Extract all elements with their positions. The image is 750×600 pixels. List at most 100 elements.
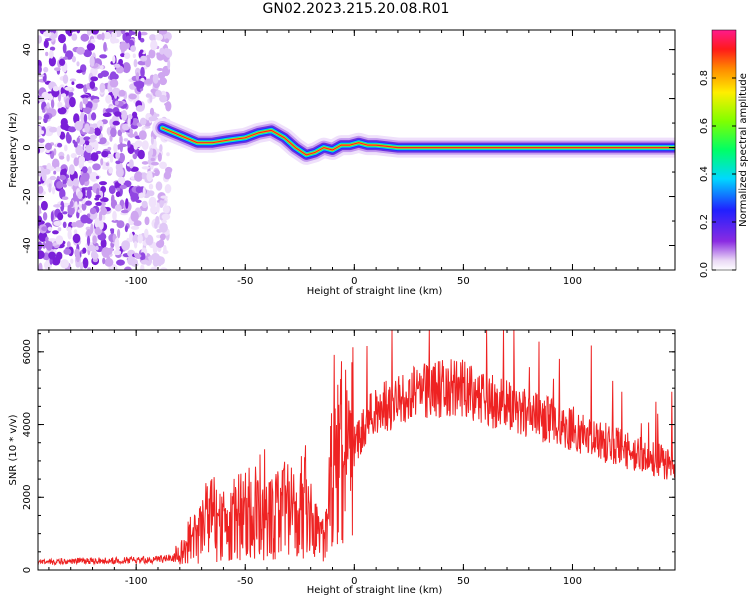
spectrogram-speckle <box>160 195 168 199</box>
spectrogram-x-tick-label: -100 <box>125 276 148 287</box>
spectrogram-speckle <box>65 30 73 36</box>
spectrogram-speckle <box>38 205 42 216</box>
spectrogram-speckle <box>67 229 72 240</box>
spectrogram-speckle <box>144 228 149 238</box>
spectrogram-speckle <box>90 223 94 234</box>
spectrogram-speckle <box>145 93 151 98</box>
spectrogram-speckle <box>92 98 100 103</box>
spectrogram-speckle <box>138 192 145 199</box>
snr-series-line <box>38 330 675 566</box>
spectrogram-speckle <box>55 166 61 172</box>
spectrogram-speckle <box>101 214 106 221</box>
spectrogram-speckle <box>118 58 123 65</box>
spectrogram-speckle <box>58 212 63 217</box>
spectrogram-speckle <box>148 183 154 190</box>
spectrogram-x-tick-label: 100 <box>563 276 582 287</box>
spectrogram-speckle <box>57 101 63 109</box>
spectrogram-speckle <box>138 210 143 214</box>
spectrogram-speckle <box>141 172 147 180</box>
spectrogram-speckle <box>144 216 150 226</box>
spectrogram-x-axis-label: Height of straight line (km) <box>307 286 443 297</box>
spectrogram-speckle <box>45 51 49 57</box>
snr-x-axis-label: Height of straight line (km) <box>307 585 443 596</box>
spectrogram-speckle <box>57 227 62 232</box>
snr-ticks: -100 -50 0 50 100 0 2000 4000 6000 <box>22 330 675 587</box>
spectrogram-speckle <box>91 123 99 129</box>
spectrogram-speckle <box>46 102 50 109</box>
spectrogram-speckle <box>163 244 167 255</box>
spectrogram-speckle <box>57 142 63 148</box>
spectrogram-speckle <box>76 30 81 34</box>
spectrogram-speckle <box>100 238 107 249</box>
spectrogram-speckle <box>97 128 101 133</box>
spectrogram-speckle <box>165 48 173 58</box>
spectrogram-speckle <box>121 209 129 214</box>
spectrogram-speckle <box>130 192 140 202</box>
spectrogram-speckle <box>60 87 65 96</box>
spectrogram-speckle <box>103 31 112 40</box>
spectrogram-speckle <box>159 233 166 241</box>
spectrogram-speckle <box>59 58 66 66</box>
spectrogram-speckle <box>129 31 136 35</box>
spectrogram-speckle <box>127 140 131 148</box>
spectrogram-speckle <box>114 204 122 212</box>
spectrogram-speckle <box>119 184 127 190</box>
spectrogram-speckle <box>165 101 172 112</box>
spectrogram-speckle <box>141 166 150 170</box>
figure-title: GN02.2023.215.20.08.R01 <box>262 1 450 17</box>
spectrogram-speckle <box>166 152 170 157</box>
spectrogram-speckle <box>66 134 72 144</box>
spectrogram-speckle <box>105 94 112 104</box>
spectrogram-speckle <box>66 154 70 162</box>
spectrogram-speckle <box>135 72 140 81</box>
spectrogram-speckle <box>79 262 84 270</box>
spectrogram-speckle <box>104 257 114 267</box>
spectrogram-speckle <box>99 65 104 70</box>
spectrogram-speckle <box>75 251 80 263</box>
spectrogram-speckle <box>130 210 139 222</box>
spectrogram-speckle <box>148 49 156 59</box>
spectrogram-speckle <box>159 200 164 208</box>
spectrogram-speckle <box>82 257 89 269</box>
spectrogram-speckle <box>86 43 96 51</box>
spectrogram-speckle <box>140 264 145 270</box>
spectrogram-speckle <box>154 221 158 229</box>
spectrogram-speckle <box>69 200 74 207</box>
spectrogram-speckle <box>83 136 91 141</box>
spectrogram-speckle <box>110 127 117 138</box>
spectrogram-speckle <box>89 171 99 182</box>
spectrogram-speckle <box>87 244 97 252</box>
snr-x-tick-label: -50 <box>237 576 253 587</box>
spectrogram-speckle <box>140 31 148 36</box>
spectrogram-speckle <box>141 126 146 132</box>
spectrogram-speckle <box>61 93 67 98</box>
snr-y-axis-label: SNR (10 * v/v) <box>8 414 19 485</box>
spectrogram-speckle <box>114 111 122 117</box>
spectrogram-speckle <box>64 144 68 152</box>
spectrogram-speckle <box>61 196 69 200</box>
spectrogram-speckle <box>60 259 69 269</box>
spectrogram-speckle <box>74 120 83 131</box>
spectrogram-speckle <box>42 109 46 113</box>
spectrogram-speckle <box>99 220 104 230</box>
spectrogram-speckle <box>49 50 54 59</box>
spectrogram-speckle <box>71 56 76 63</box>
spectrogram-speckle <box>117 228 121 239</box>
spectrogram-speckle <box>140 259 149 265</box>
spectrogram-speckle <box>38 74 45 77</box>
spectrogram-speckle <box>68 164 75 175</box>
spectrogram-speckle <box>163 171 172 180</box>
spectrogram-speckle <box>111 30 118 40</box>
spectrogram-speckle <box>152 73 159 84</box>
spectrogram-speckle <box>121 240 130 251</box>
spectrogram-speckle <box>45 149 50 153</box>
spectrogram-speckle <box>150 164 154 170</box>
spectrogram-speckle <box>82 97 89 105</box>
spectrogram-y-tick-label: 40 <box>22 43 33 56</box>
spectrogram-speckle <box>113 89 118 99</box>
spectrogram-y-tick-label: -40 <box>22 237 33 253</box>
spectrogram-speckle <box>150 136 154 145</box>
spectrogram-speckle <box>80 94 90 99</box>
spectrogram-speckle <box>108 166 114 174</box>
